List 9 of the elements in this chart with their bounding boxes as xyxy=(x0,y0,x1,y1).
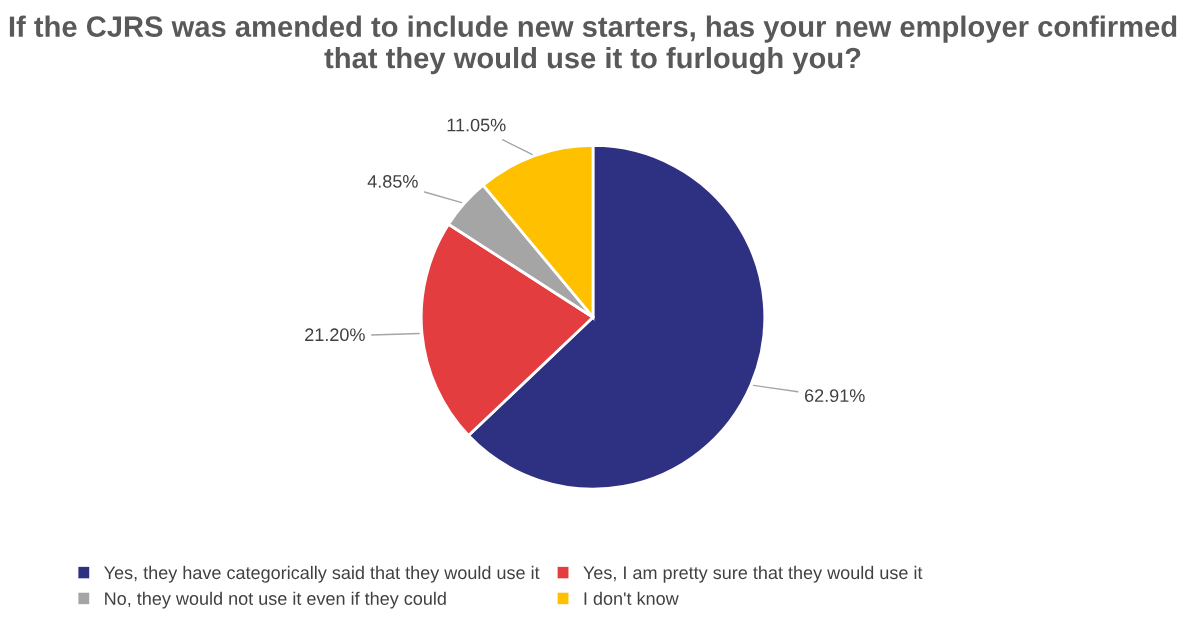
chart-title: If the CJRS was amended to include new starters, has your new employer confirmed that they would use it to furlough you? xyxy=(9,15,1177,75)
data-label: 11.05% xyxy=(447,118,506,132)
legend-label: I don't know xyxy=(584,591,679,605)
legend-label: Yes, I am pretty sure that they would use it xyxy=(583,565,923,583)
data-label: 21.20% xyxy=(305,328,365,342)
data-label: 62.91% xyxy=(804,389,865,403)
legend-label: No, they would not use it even if they could xyxy=(105,591,446,609)
data-label: 4.85% xyxy=(367,174,418,188)
legend-label: Yes, they have categorically said that they would use it xyxy=(104,565,540,583)
